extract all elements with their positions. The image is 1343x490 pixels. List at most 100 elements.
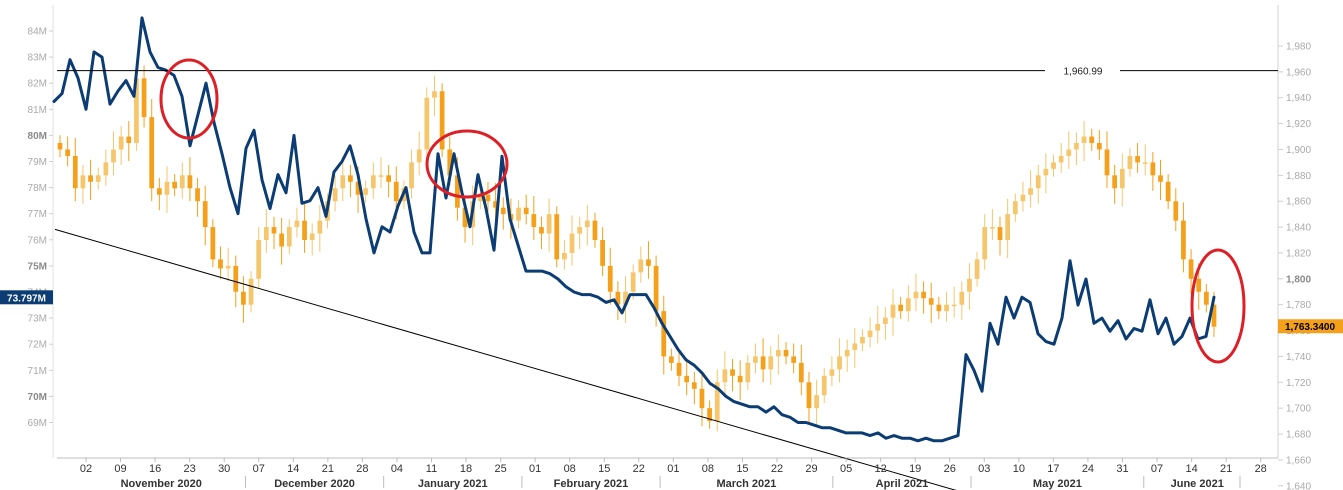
candle [1181,202,1186,273]
candle [1074,132,1079,165]
candle [1119,153,1125,207]
candle-body [65,149,71,156]
x-tick-label: 16 [149,463,161,475]
candle-body [103,162,109,176]
candle-body [875,324,881,331]
candle [798,344,804,396]
candle [256,227,262,290]
candle [821,368,827,403]
candle-body [1043,168,1049,176]
candle-body [149,117,155,189]
candle [814,379,819,427]
candle-body [279,233,284,247]
month-label: June 2021 [1171,478,1224,490]
candle [1035,164,1041,204]
candle [829,356,835,387]
candle-body [699,388,705,409]
candle-body [241,291,246,305]
right-tick-label: 1,820 [1286,248,1311,259]
candle-body [760,356,766,370]
right-tick-label: 1,640 [1286,481,1311,490]
candle [539,216,544,250]
candle [348,164,353,198]
candle-body [1035,175,1041,189]
candle-body [1158,175,1163,182]
x-tick-label: 18 [460,463,472,475]
candle [1051,154,1056,177]
candle [691,371,697,405]
right-tick-label: 1,780 [1286,300,1311,311]
candle [592,212,598,248]
candle-body [1058,155,1064,163]
candle [959,281,965,321]
candle [921,281,926,314]
candle-body [821,375,827,396]
candle [951,286,957,318]
candle-body [317,220,323,234]
x-tick-label: 10 [1013,463,1025,475]
right-tick-label: 1,720 [1286,378,1311,389]
candle-body [1020,194,1026,202]
x-tick-label: 02 [80,463,92,475]
candle-body [493,201,498,208]
candle-body [80,175,86,189]
candle [516,199,521,229]
month-label: January 2021 [418,478,488,490]
candle [1089,128,1095,151]
x-tick-label: 05 [840,463,852,475]
candle-body [424,97,430,150]
candle [195,177,200,217]
candle-body [539,227,544,234]
left-tick-label: 72M [28,340,47,351]
candle [187,157,193,202]
candle-body [722,369,728,383]
candle [783,342,789,365]
candle [615,281,621,321]
x-tick-label: 17 [1047,463,1059,475]
candle-body [967,278,972,292]
candle [111,131,116,176]
candle-body [332,188,338,202]
x-tick-label: 07 [253,463,265,475]
highlight-ellipse [425,129,509,199]
candle [867,317,873,348]
candle [1081,121,1087,162]
candle-body [393,181,399,202]
candle [898,296,904,319]
candle-body [562,252,567,260]
x-tick-label: 21 [1220,463,1232,475]
candle [485,181,491,212]
candle [990,208,995,241]
left-tick-label: 71M [28,366,47,377]
candle [584,205,590,246]
x-tick-label: 28 [1255,463,1267,475]
x-tick-label: 22 [771,463,783,475]
candle-body [1188,259,1194,279]
candle-body [516,207,521,221]
x-tick-label: 31 [1116,463,1128,475]
candle-body [921,291,926,299]
candle-body [1150,162,1156,176]
candle-body [416,149,422,163]
candle-body [1119,168,1125,189]
candle-body [1012,201,1018,215]
candle-body [172,181,178,189]
x-tick-label: 01 [667,463,679,475]
candle-body [95,175,101,182]
candle [1043,153,1049,194]
candle [286,219,292,255]
candle-body [653,265,659,312]
x-tick-label: 12 [875,463,887,475]
left-tick-label: 83M [28,53,47,64]
candle [967,263,972,310]
candle [1066,131,1072,169]
candle-body [164,181,170,195]
x-tick-label: 04 [391,463,403,475]
candle-body [72,155,78,189]
candle [562,240,567,270]
x-tick-label: 28 [356,463,368,475]
candle [890,289,896,336]
candle [913,273,919,312]
candle-body [156,188,162,195]
candle [1028,170,1033,208]
